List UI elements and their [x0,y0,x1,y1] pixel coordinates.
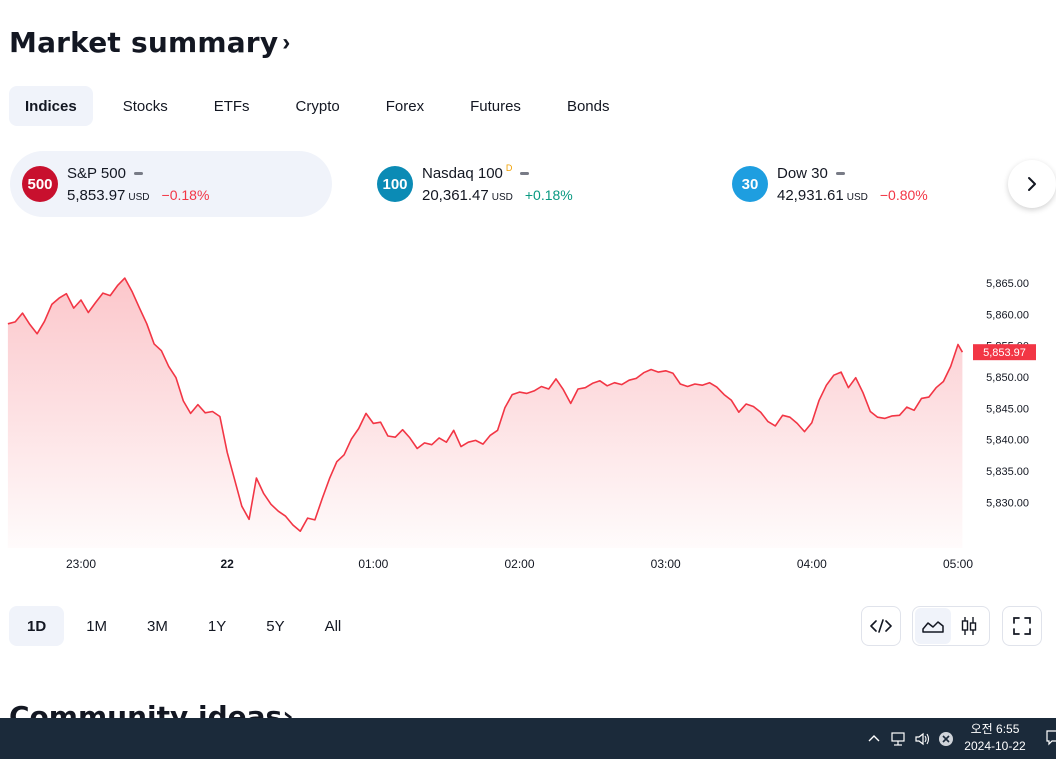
close-circle-icon[interactable] [938,731,954,747]
area-chart-icon [922,621,944,633]
tab-bonds[interactable]: Bonds [566,97,610,115]
range-all[interactable]: All [324,617,342,635]
index-name: S&P 500 [67,164,126,182]
fullscreen-icon [1013,617,1031,635]
time-axis: 23:00 22 01:00 02:00 03:00 04:00 05:00 [66,557,973,571]
delayed-data-marker: D [505,163,513,173]
index-card-nasdaq100[interactable]: 100 Nasdaq 100 D 20,361.47 USD +0.18% [365,151,687,217]
range-1y[interactable]: 1Y [207,617,227,635]
chevron-up-icon[interactable] [866,731,882,747]
market-status-icon [835,171,845,175]
market-status-icon [133,171,143,175]
price-tick-label: 5,860.00 [986,309,1029,321]
volume-icon[interactable] [914,731,932,747]
index-logo: 100 [377,166,413,202]
fullscreen-button[interactable] [1002,606,1042,646]
index-change: −0.18% [161,186,210,203]
index-price: 42,931.61 [777,186,844,204]
embed-button[interactable] [861,606,901,646]
price-line [7,277,964,532]
time-tick-label: 04:00 [797,557,827,571]
taskbar: 오전 6:55 2024-10-22 [0,718,1056,759]
range-5y[interactable]: 5Y [266,617,285,635]
candlestick-icon [961,617,977,635]
chevron-right-icon[interactable]: › [282,28,291,56]
clock[interactable]: 오전 6:55 2024-10-22 [955,721,1035,755]
tab-forex[interactable]: Forex [385,97,425,115]
index-list: 500 S&P 500 5,853.97 USD −0.18% 100 Nasd… [10,151,1056,217]
price-area-fill [7,278,963,548]
index-name: Nasdaq 100 [422,164,503,182]
time-tick-label: 23:00 [66,557,96,571]
index-logo: 500 [22,166,58,202]
price-axis: 5,830.00 5,835.00 5,840.00 5,845.00 5,850.00… [986,278,1029,509]
price-tick-label: 5,850.00 [986,372,1029,384]
range-1d[interactable]: 1D [9,606,65,646]
price-tick-label: 5,835.00 [986,466,1029,478]
tab-futures[interactable]: Futures [470,97,521,115]
candles-chart-button[interactable] [951,608,987,644]
time-tick-label: 03:00 [651,557,681,571]
time-tick-label: 01:00 [358,557,388,571]
code-icon [870,619,892,633]
price-tick-label: 5,845.00 [986,403,1029,415]
scroll-next-button[interactable] [1008,160,1056,208]
range-1m[interactable]: 1M [86,617,108,635]
last-price-label: 5,853.97 [973,344,1036,361]
market-summary-header[interactable]: Market summary › [9,26,290,59]
time-tick-label: 05:00 [943,557,973,571]
chevron-right-icon: › [282,700,294,733]
price-tick-label: 5,865.00 [986,278,1029,290]
chevron-right-icon [1028,177,1036,191]
area-chart-button[interactable] [915,608,951,644]
index-price: 20,361.47 [422,186,489,204]
index-name: Dow 30 [777,164,828,182]
market-tabs: Indices Stocks ETFs Crypto Forex Futures… [9,86,639,126]
clock-time: 오전 6:55 [970,722,1020,736]
index-currency: USD [491,191,513,203]
network-icon[interactable] [890,731,908,747]
range-3m[interactable]: 3M [147,617,168,635]
market-status-icon [520,171,530,175]
price-tick-label: 5,840.00 [986,435,1029,447]
index-card-dow30[interactable]: 30 Dow 30 42,931.61 USD −0.80% [720,151,1042,217]
tab-stocks[interactable]: Stocks [122,97,168,115]
index-price: 5,853.97 [67,186,126,204]
tab-indices[interactable]: Indices [9,86,93,126]
system-tray [866,718,954,759]
tab-etfs[interactable]: ETFs [213,97,250,115]
index-card-sp500[interactable]: 500 S&P 500 5,853.97 USD −0.18% [10,151,332,217]
index-currency: USD [846,191,868,203]
last-price-badge [973,344,1036,361]
clock-date: 2024-10-22 [964,739,1026,753]
time-range-selector: 1D 1M 3M 1Y 5Y All [9,606,363,646]
page-title[interactable]: Market summary [9,26,279,59]
index-change: +0.18% [524,186,573,203]
index-currency: USD [128,191,150,203]
index-change: −0.80% [879,186,928,203]
time-tick-label: 02:00 [504,557,534,571]
time-tick-label: 22 [220,557,234,571]
price-tick-label: 5,830.00 [986,497,1029,509]
notification-icon[interactable] [1046,730,1056,746]
index-logo: 30 [732,166,768,202]
tab-crypto[interactable]: Crypto [295,97,340,115]
sp500-intraday-chart[interactable]: 5,830.00 5,835.00 5,840.00 5,845.00 5,850.00… [0,240,1056,580]
chart-style-toggle [912,606,990,646]
last-price-value: 5,853.97 [983,347,1026,359]
